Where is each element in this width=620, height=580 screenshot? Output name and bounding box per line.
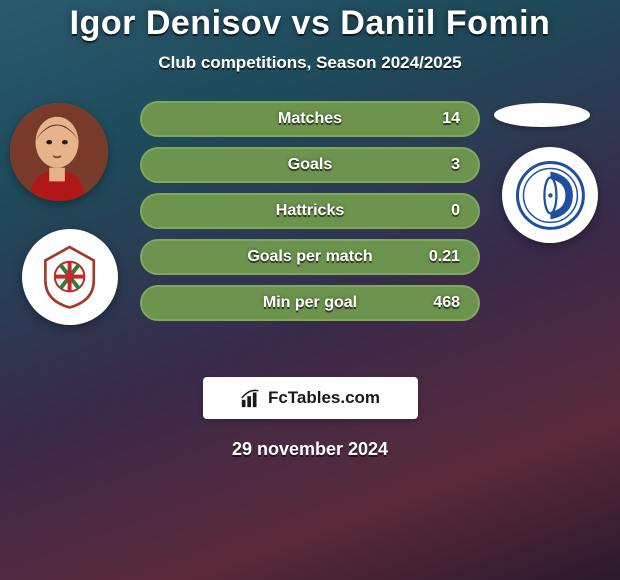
- stat-row: Hattricks 0: [140, 193, 480, 229]
- stat-row: Matches 14: [140, 101, 480, 137]
- stat-value-right: 3: [451, 156, 460, 174]
- stat-label: Goals: [288, 156, 332, 174]
- page-title: Igor Denisov vs Daniil Fomin: [0, 4, 620, 43]
- comparison-infographic: Igor Denisov vs Daniil Fomin Club compet…: [0, 0, 620, 460]
- stat-row: Goals 3: [140, 147, 480, 183]
- club-right-badge: [502, 147, 598, 243]
- stat-row: Min per goal 468: [140, 285, 480, 321]
- branding-box: FcTables.com: [203, 377, 418, 419]
- stat-label: Matches: [278, 110, 342, 128]
- date-text: 29 november 2024: [0, 439, 620, 460]
- club-left-badge: [22, 229, 118, 325]
- stat-bars: Matches 14 Goals 3 Hattricks 0 Goals per…: [140, 101, 480, 331]
- stat-label: Goals per match: [247, 248, 372, 266]
- stat-value-right: 14: [442, 110, 460, 128]
- player-right-placeholder: [494, 103, 590, 127]
- branding-text: FcTables.com: [268, 388, 380, 408]
- stat-value-right: 0: [451, 202, 460, 220]
- stat-row: Goals per match 0.21: [140, 239, 480, 275]
- stat-label: Hattricks: [276, 202, 344, 220]
- player-left-avatar: [10, 103, 108, 201]
- club-crest-icon: [513, 158, 588, 233]
- stat-label: Min per goal: [263, 294, 357, 312]
- club-crest-icon: [36, 243, 103, 310]
- person-icon: [10, 103, 108, 201]
- stat-value-right: 468: [433, 294, 460, 312]
- subtitle: Club competitions, Season 2024/2025: [0, 53, 620, 73]
- bar-chart-icon: [240, 387, 262, 409]
- stats-area: Matches 14 Goals 3 Hattricks 0 Goals per…: [0, 101, 620, 371]
- stat-value-right: 0.21: [429, 248, 460, 266]
